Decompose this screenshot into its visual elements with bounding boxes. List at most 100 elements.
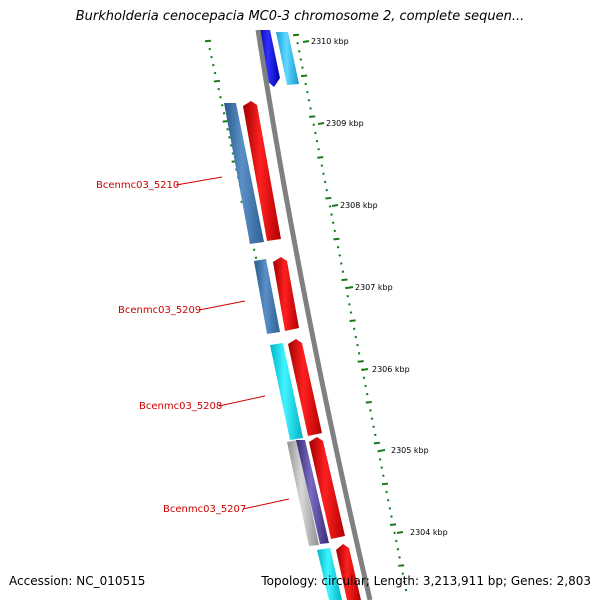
outer-tick-mark [393, 531, 396, 535]
outer-tick-mark [344, 286, 348, 290]
outer-tick-mark [331, 221, 335, 224]
outer-tick-mark [398, 556, 401, 559]
inner-tick-mark [208, 47, 212, 51]
inner-tick-mark [226, 128, 229, 131]
outer-tick-mark [323, 180, 327, 184]
outer-tick-mark [378, 458, 382, 461]
kbp-label-2306: 2306 kbp [372, 365, 410, 374]
outer-tick-mark [336, 245, 340, 249]
kbp-tick-2307 [346, 286, 354, 289]
outer-tick-mark [317, 156, 324, 159]
outer-tick-mark [395, 539, 398, 543]
outer-tick-mark [309, 115, 316, 118]
outer-tick-mark [349, 319, 356, 322]
outer-tick-mark [341, 278, 348, 282]
kbp-label-2308: 2308 kbp [340, 201, 378, 210]
gene-leader-5210 [175, 176, 223, 186]
inner-tick-mark [252, 248, 256, 251]
outer-tick-mark [389, 523, 397, 527]
outer-tick-mark [365, 400, 372, 404]
outer-tick-mark [362, 376, 366, 380]
outer-tick-mark [341, 270, 345, 273]
outer-tick-mark [322, 172, 325, 176]
inner-tick-mark [254, 256, 258, 260]
outer-tick-mark [301, 66, 304, 69]
outer-tick-mark [296, 41, 299, 45]
outer-tick-mark [396, 547, 400, 551]
outer-tick-track [292, 33, 408, 592]
inner-tick-mark [212, 63, 215, 67]
gene-forward-red-2 [273, 257, 299, 331]
outer-tick-mark [309, 107, 312, 110]
outer-tick-mark [386, 498, 390, 502]
inner-tick-mark [213, 79, 220, 83]
outer-tick-mark [370, 417, 374, 420]
inner-tick-mark [219, 95, 222, 99]
outer-tick-mark [304, 82, 307, 86]
map-title: Burkholderia cenocepacia MC0-3 chromosom… [75, 9, 525, 24]
outer-tick-mark [346, 294, 350, 298]
chromosome-backbone [255, 29, 373, 600]
outer-tick-mark [314, 131, 317, 135]
outer-tick-mark [390, 515, 393, 518]
gene-label-5210: Bcenmc03_5210 [96, 180, 179, 191]
inner-tick-mark [213, 71, 217, 75]
gene-cyan-2 [317, 548, 342, 600]
gene-leader-5208 [218, 395, 266, 407]
gene-cyan-1 [270, 343, 303, 440]
outer-tick-mark [328, 205, 332, 208]
kbp-label-2305: 2305 kbp [391, 446, 429, 455]
kbp-tick-2310 [302, 40, 310, 43]
outer-tick-mark [340, 262, 343, 265]
outer-tick-mark [338, 254, 341, 257]
outer-tick-mark [333, 229, 337, 233]
outer-tick-mark [348, 303, 351, 306]
outer-tick-mark [357, 360, 364, 363]
gene-forward-red-1 [243, 101, 281, 241]
outer-tick-mark [292, 33, 300, 37]
outer-tick-mark [300, 74, 308, 78]
outer-tick-mark [380, 466, 384, 469]
outer-tick-mark [373, 433, 377, 437]
outer-tick-mark [373, 441, 380, 445]
inner-tick-mark [217, 87, 220, 91]
kbp-label-2309: 2309 kbp [326, 119, 364, 128]
inner-tick-mark [204, 39, 212, 43]
gene-label-5207: Bcenmc03_5207 [163, 504, 246, 515]
outer-tick-mark [312, 123, 316, 127]
outer-tick-mark [403, 580, 406, 584]
gene-steelblue-1 [224, 103, 264, 244]
outer-tick-mark [372, 425, 375, 429]
outer-tick-mark [315, 139, 319, 143]
gene-label-5208: Bcenmc03_5208 [139, 401, 222, 412]
outer-tick-mark [398, 564, 405, 567]
outer-tick-mark [401, 572, 405, 575]
gene-forward-red-3 [288, 339, 322, 436]
outer-tick-mark [352, 327, 356, 331]
outer-tick-mark [382, 474, 385, 477]
outer-tick-mark [297, 50, 301, 53]
outer-tick-mark [325, 196, 332, 200]
kbp-tick-2305 [378, 449, 386, 452]
outer-tick-mark [330, 213, 333, 216]
inner-tick-mark [220, 103, 224, 107]
outer-tick-mark [325, 188, 329, 192]
inner-tick-mark [210, 55, 213, 59]
outer-tick-mark [349, 311, 353, 314]
outer-tick-mark [333, 237, 340, 241]
outer-tick-mark [317, 148, 320, 151]
gene-forward-red-5 [336, 544, 361, 600]
topology-text: Topology: circular; Length: 3,213,911 bp… [261, 574, 591, 588]
gene-leader-5207 [242, 498, 290, 510]
outer-tick-mark [365, 392, 369, 396]
gene-label-5209: Bcenmc03_5209 [118, 305, 201, 316]
outer-tick-mark [356, 343, 359, 347]
gene-forward-red-4 [309, 437, 345, 539]
outer-tick-mark [385, 490, 388, 494]
kbp-tick-2308 [331, 204, 339, 207]
gene-gray [287, 440, 319, 546]
kbp-label-2307: 2307 kbp [355, 283, 393, 292]
outer-tick-mark [357, 352, 361, 355]
outer-tick-mark [306, 90, 309, 94]
outer-tick-mark [307, 99, 311, 102]
